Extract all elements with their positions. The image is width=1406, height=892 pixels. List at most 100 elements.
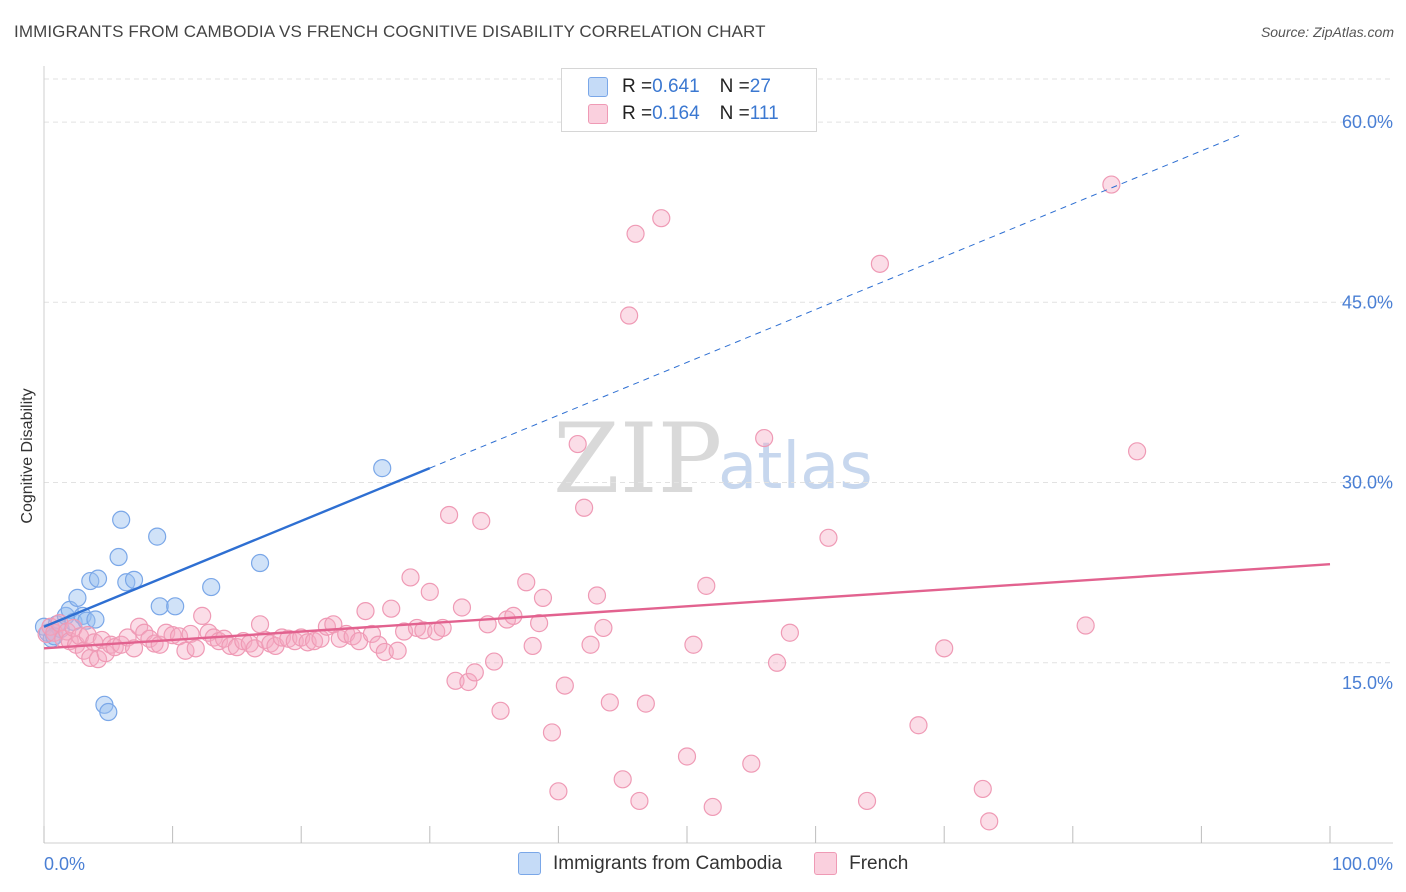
point-french — [973, 779, 992, 799]
point-french — [214, 629, 234, 648]
legend: R = 0.641 N = 27 R = 0.164 N = 111 — [561, 68, 817, 132]
point-french — [626, 224, 645, 243]
point-french — [600, 693, 619, 712]
legend-r-value-cambodia: 0.641 — [652, 76, 700, 97]
legend-swatch-french — [588, 104, 608, 124]
point-french — [1127, 442, 1147, 461]
data-points — [34, 175, 1147, 831]
point-cambodia — [373, 459, 392, 478]
point-french — [677, 747, 697, 766]
legend-n-value-cambodia: 27 — [749, 76, 771, 97]
point-french — [755, 428, 774, 448]
point-french — [250, 615, 270, 634]
point-cambodia — [68, 588, 87, 607]
point-french — [819, 528, 838, 547]
point-french — [401, 568, 420, 587]
point-french — [485, 652, 504, 671]
y-tick-label: 15.0% — [1342, 673, 1393, 693]
point-french — [369, 635, 388, 654]
point-french — [356, 601, 375, 621]
series-legend: Immigrants from Cambodia French — [518, 852, 940, 875]
watermark-zip: ZIP — [553, 403, 722, 515]
point-french — [472, 511, 491, 531]
point-cambodia — [148, 527, 167, 546]
point-french — [491, 701, 510, 720]
legend-row-cambodia: R = 0.641 N = 27 — [588, 74, 771, 100]
point-french — [439, 505, 459, 525]
point-french — [549, 782, 568, 801]
point-french — [465, 663, 484, 682]
point-cambodia — [250, 553, 270, 573]
legend-n-label: N = — [719, 76, 750, 97]
trend-lines — [43, 134, 1331, 650]
point-french — [703, 797, 722, 817]
y-tick-label: 30.0% — [1342, 473, 1393, 493]
point-cambodia — [88, 569, 108, 588]
point-french — [1102, 175, 1121, 194]
point-french — [517, 573, 536, 592]
point-french — [767, 653, 787, 672]
point-cambodia — [86, 610, 105, 629]
point-french — [420, 582, 439, 601]
point-french — [575, 498, 594, 517]
legend-n-label: N = — [719, 103, 750, 124]
point-french — [362, 624, 382, 644]
point-french — [452, 598, 472, 617]
point-french — [636, 694, 655, 713]
point-french — [594, 618, 613, 638]
trend-line-cambodia — [43, 467, 431, 628]
chart-source: Source: ZipAtlas.com — [1260, 24, 1394, 40]
trend-line-french — [43, 563, 1331, 650]
point-french — [186, 639, 205, 658]
point-cambodia — [99, 702, 118, 722]
legend-r-value-french: 0.164 — [652, 103, 700, 124]
point-french — [382, 599, 401, 618]
point-french — [742, 754, 761, 773]
watermark: ZIP atlas — [553, 403, 873, 515]
point-cambodia — [112, 510, 131, 529]
point-french — [780, 623, 799, 642]
x-tick-labels: 0.0% 100.0% — [44, 854, 1393, 874]
point-cambodia — [150, 597, 169, 616]
point-french — [375, 642, 394, 662]
legend-row-french: R = 0.164 N = 111 — [588, 101, 779, 127]
axes — [43, 66, 1393, 844]
point-french — [78, 626, 97, 645]
legend-swatch-cambodia — [588, 77, 608, 97]
point-french — [581, 635, 600, 654]
chart-title: IMMIGRANTS FROM CAMBODIA VS FRENCH COGNI… — [14, 22, 766, 41]
point-cambodia — [202, 577, 221, 597]
y-tick-label: 45.0% — [1342, 292, 1393, 312]
watermark-atlas: atlas — [718, 430, 873, 504]
point-french — [1076, 616, 1095, 635]
point-french — [935, 639, 954, 658]
point-french — [684, 635, 703, 654]
point-french — [613, 770, 632, 789]
legend-r-label: R = — [622, 103, 653, 124]
point-french — [697, 576, 716, 595]
trend-line-cambodia-extension — [429, 134, 1241, 469]
legend-r-label: R = — [622, 76, 653, 97]
point-french — [980, 812, 999, 831]
point-french — [414, 621, 433, 640]
series-legend-french[interactable]: French — [814, 852, 908, 875]
point-french — [45, 623, 64, 642]
grid-lines — [44, 78, 1393, 664]
y-tick-label: 60.0% — [1342, 112, 1393, 132]
series-legend-cambodia[interactable]: Immigrants from Cambodia — [518, 852, 782, 875]
point-french — [630, 791, 649, 811]
point-cambodia — [166, 597, 185, 616]
point-french — [568, 434, 587, 454]
point-cambodia — [124, 570, 144, 589]
point-french — [523, 636, 542, 656]
point-french — [652, 209, 671, 228]
point-french — [542, 723, 562, 742]
point-french — [533, 588, 553, 607]
point-cambodia — [109, 547, 128, 567]
point-french — [140, 629, 159, 648]
point-french — [459, 672, 478, 692]
point-french — [870, 254, 890, 273]
point-french — [446, 671, 465, 690]
series-label-french: French — [849, 852, 909, 874]
